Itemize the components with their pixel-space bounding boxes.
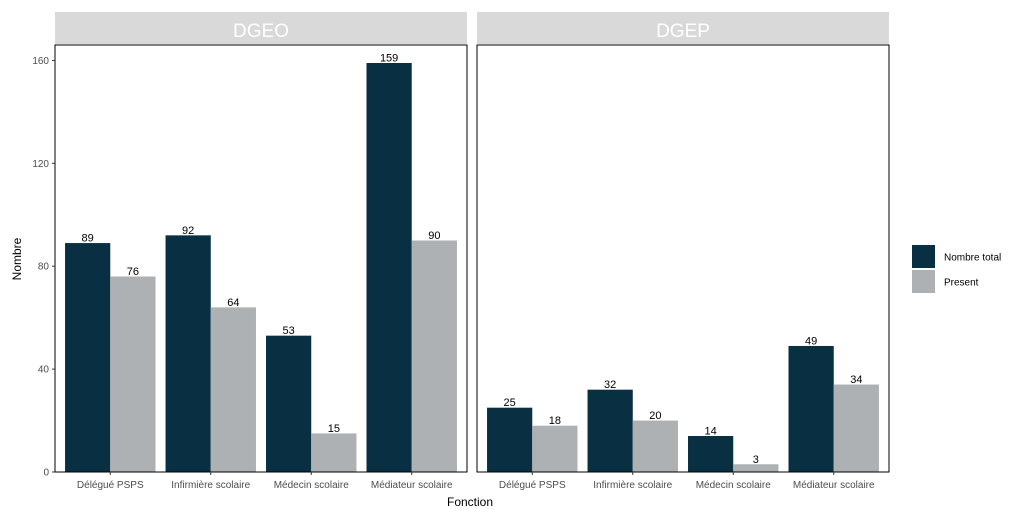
bar-value-label: 64 — [227, 297, 239, 309]
bar-value-label: 3 — [753, 454, 759, 466]
bar-value-label: 34 — [850, 374, 862, 386]
legend-swatch — [912, 270, 935, 293]
bar — [788, 345, 834, 472]
bar — [833, 384, 879, 472]
bar-value-label: 20 — [649, 410, 661, 422]
bar — [587, 389, 633, 472]
bar-value-label: 159 — [380, 53, 398, 65]
x-tick-label: Délégué PSPS — [499, 480, 566, 491]
bar — [165, 235, 211, 472]
panels: DGEO 89 92 53 159 76 64 15 90 Délégué PSPS Infirmi… — [32, 12, 890, 491]
x-tick-label: Infirmière scolaire — [171, 480, 250, 491]
legend: Nombre total Present — [912, 245, 1001, 293]
bar-value-label: 90 — [428, 230, 440, 242]
bar — [487, 407, 533, 472]
bar-value-label: 92 — [182, 225, 194, 237]
legend-label: Present — [944, 278, 979, 289]
bar — [733, 464, 779, 472]
y-tick-label: 120 — [32, 159, 49, 170]
y-tick-label: 80 — [38, 262, 50, 273]
facet-strip-label: DGEP — [656, 21, 710, 42]
legend-swatch — [912, 245, 935, 268]
bar-value-label: 18 — [549, 415, 561, 427]
bar-value-label: 53 — [283, 325, 295, 337]
panel-dgeo: DGEO 89 92 53 159 76 64 15 90 Délégué PSPS Infirmi… — [32, 12, 468, 491]
bar — [65, 243, 111, 472]
y-tick-label: 40 — [38, 365, 50, 376]
facet-strip-label: DGEO — [233, 21, 289, 42]
bar-value-label: 15 — [328, 423, 340, 435]
bar-value-label: 49 — [805, 335, 817, 347]
legend-label: Nombre total — [944, 253, 1001, 264]
bar — [311, 433, 357, 472]
x-tick-label: Médiateur scolaire — [793, 480, 875, 491]
panel-border — [54, 44, 468, 473]
x-axis-title: Fonction — [447, 495, 493, 509]
bar-value-label: 32 — [604, 379, 616, 391]
x-tick-label: Délégué PSPS — [77, 480, 144, 491]
bar — [266, 335, 312, 472]
x-tick-label: Médiateur scolaire — [371, 480, 453, 491]
panel-dgep: DGEP 25 32 14 49 18 20 3 34 Délégué PSPS Infirmièr… — [476, 12, 890, 491]
y-tick-label: 160 — [32, 56, 49, 67]
bar — [110, 276, 156, 472]
bar-value-label: 14 — [705, 425, 717, 437]
x-tick-label: Médecin scolaire — [274, 480, 349, 491]
facet-strip — [477, 12, 889, 44]
y-axis-title: Nombre — [10, 237, 24, 280]
panel-border — [476, 44, 890, 473]
bar — [688, 435, 734, 472]
y-tick-label: 0 — [43, 468, 49, 479]
x-tick-label: Médecin scolaire — [696, 480, 771, 491]
bar — [210, 307, 256, 472]
bar — [632, 420, 678, 472]
facet-strip — [55, 12, 467, 44]
bar — [532, 425, 578, 472]
bar-value-label: 25 — [504, 397, 516, 409]
bar — [366, 63, 412, 472]
bar — [411, 240, 457, 472]
x-tick-label: Infirmière scolaire — [593, 480, 672, 491]
bar-value-label: 89 — [82, 233, 94, 245]
bar-value-label: 76 — [127, 266, 139, 278]
